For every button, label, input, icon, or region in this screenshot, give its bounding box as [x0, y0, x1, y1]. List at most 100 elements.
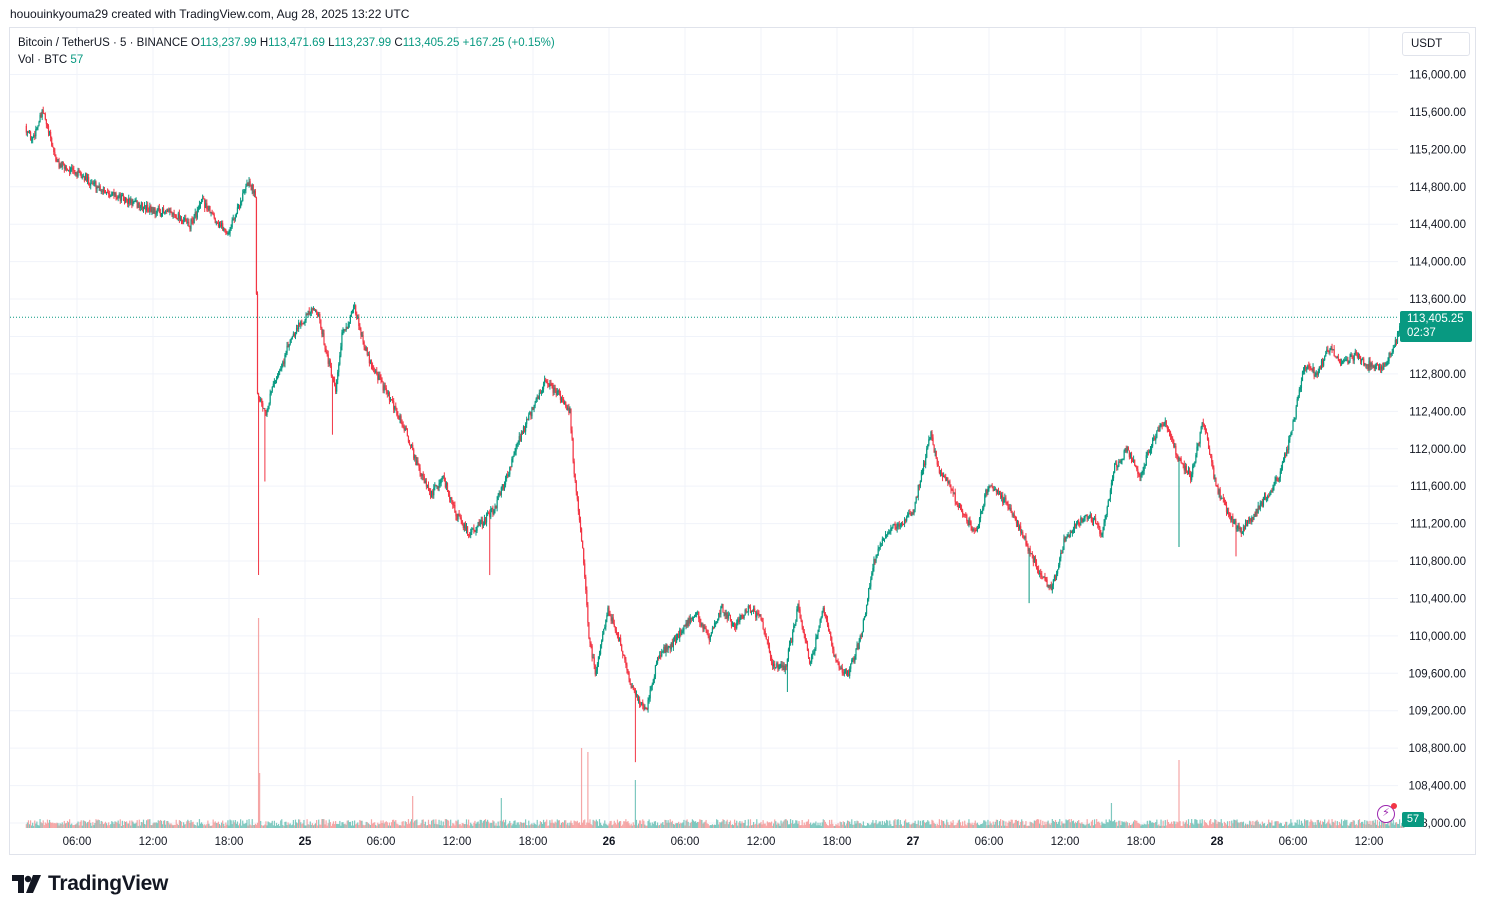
candle-body: [435, 485, 437, 487]
volume-bar: [727, 824, 729, 828]
candle-body: [709, 635, 711, 641]
candle-body: [173, 212, 175, 215]
volume-bar: [892, 825, 894, 828]
volume-bar: [1372, 820, 1374, 828]
volume-bar: [536, 819, 538, 828]
volume-bar: [1065, 819, 1067, 828]
candle-body: [1281, 461, 1284, 468]
candle-body: [1110, 482, 1113, 491]
volume-bar: [116, 822, 118, 828]
candle-body: [1105, 514, 1107, 519]
candle-body: [279, 370, 281, 372]
candle-body: [1340, 362, 1343, 365]
candle-body: [601, 640, 603, 645]
candle-body: [1007, 502, 1009, 509]
volume-bar: [249, 824, 251, 828]
candle-body: [393, 400, 395, 410]
candle-body: [382, 382, 384, 391]
candle-body: [922, 463, 925, 472]
volume-bar: [610, 820, 612, 828]
volume-bar: [984, 820, 986, 828]
volume-bar: [1355, 824, 1357, 828]
volume-bar: [1090, 821, 1092, 828]
volume-bar: [472, 825, 474, 828]
candle-body: [1342, 360, 1344, 363]
candle-body: [731, 624, 734, 626]
volume-bar: [32, 822, 34, 828]
volume-bar: [1194, 819, 1196, 828]
volume-bar: [508, 823, 510, 828]
candle-body: [1298, 389, 1300, 396]
candle-body: [805, 640, 807, 644]
volume-bar: [595, 819, 597, 828]
candle-body: [993, 489, 995, 491]
volume-bar: [625, 819, 627, 828]
volume-bar: [141, 822, 144, 828]
volume-bar: [133, 823, 135, 828]
candle-body: [45, 119, 47, 125]
tradingview-logo[interactable]: TradingView: [12, 872, 168, 896]
symbol-label[interactable]: Bitcoin / TetherUS · 5 · BINANCE: [18, 37, 188, 49]
candle-body: [120, 195, 122, 201]
volume-bar: [966, 825, 968, 828]
volume-bar: [362, 824, 364, 828]
volume-bar: [27, 820, 30, 828]
volume-bar: [1224, 823, 1227, 828]
volume-bar: [1281, 825, 1284, 828]
candle-body: [1128, 450, 1130, 458]
volume-bar: [143, 823, 146, 828]
candle-body: [280, 368, 282, 371]
volume-bar: [245, 822, 247, 828]
volume-bar: [663, 824, 665, 828]
volume-bar: [728, 821, 730, 828]
candle-body: [308, 311, 310, 315]
volume-bar: [1294, 822, 1296, 828]
candle-body: [1391, 352, 1393, 354]
volume-bar: [1026, 825, 1028, 828]
volume-label[interactable]: Vol · BTC: [18, 54, 68, 66]
currency-selector[interactable]: USDT: [1402, 32, 1470, 56]
volume-bar: [70, 824, 72, 828]
candle-body: [530, 411, 532, 417]
volume-bar: [1244, 823, 1247, 828]
candle-body: [1344, 359, 1346, 361]
candle-body: [1222, 497, 1224, 499]
volume-bar: [56, 822, 58, 828]
volume-bar: [313, 824, 316, 828]
candle-body: [694, 614, 697, 617]
lightning-icon[interactable]: ⚡: [1377, 805, 1395, 823]
candle-body: [1112, 472, 1115, 479]
candle-body: [224, 228, 226, 230]
candle-body: [218, 224, 221, 226]
candle-body: [165, 210, 167, 212]
volume-bar: [271, 820, 273, 828]
candle-body: [1243, 527, 1246, 530]
volume-bar: [1033, 820, 1035, 828]
volume-bar: [1367, 821, 1369, 828]
volume-bar: [492, 820, 494, 828]
candle-body: [789, 641, 792, 645]
candle-body: [729, 614, 731, 620]
volume-bar: [539, 821, 541, 828]
volume-bar: [591, 825, 593, 828]
candle-body: [1038, 569, 1040, 574]
volume-bar: [120, 825, 122, 828]
volume-bar: [31, 825, 33, 828]
candle-body: [146, 204, 148, 211]
candle-body: [659, 655, 661, 659]
volume-bar: [1354, 825, 1356, 828]
volume-bar: [1115, 822, 1117, 828]
candle-body: [597, 656, 600, 665]
candle-body: [969, 519, 971, 522]
volume-bar: [297, 823, 299, 828]
high-value: 113,471.69: [268, 37, 325, 49]
candle-body: [82, 176, 84, 178]
candle-body: [1000, 492, 1002, 498]
candle-body: [801, 620, 803, 627]
volume-bar: [400, 825, 402, 828]
candle-body: [1219, 489, 1221, 499]
candle-body: [242, 193, 244, 202]
volume-bar: [686, 819, 688, 828]
candle-body: [712, 628, 715, 630]
